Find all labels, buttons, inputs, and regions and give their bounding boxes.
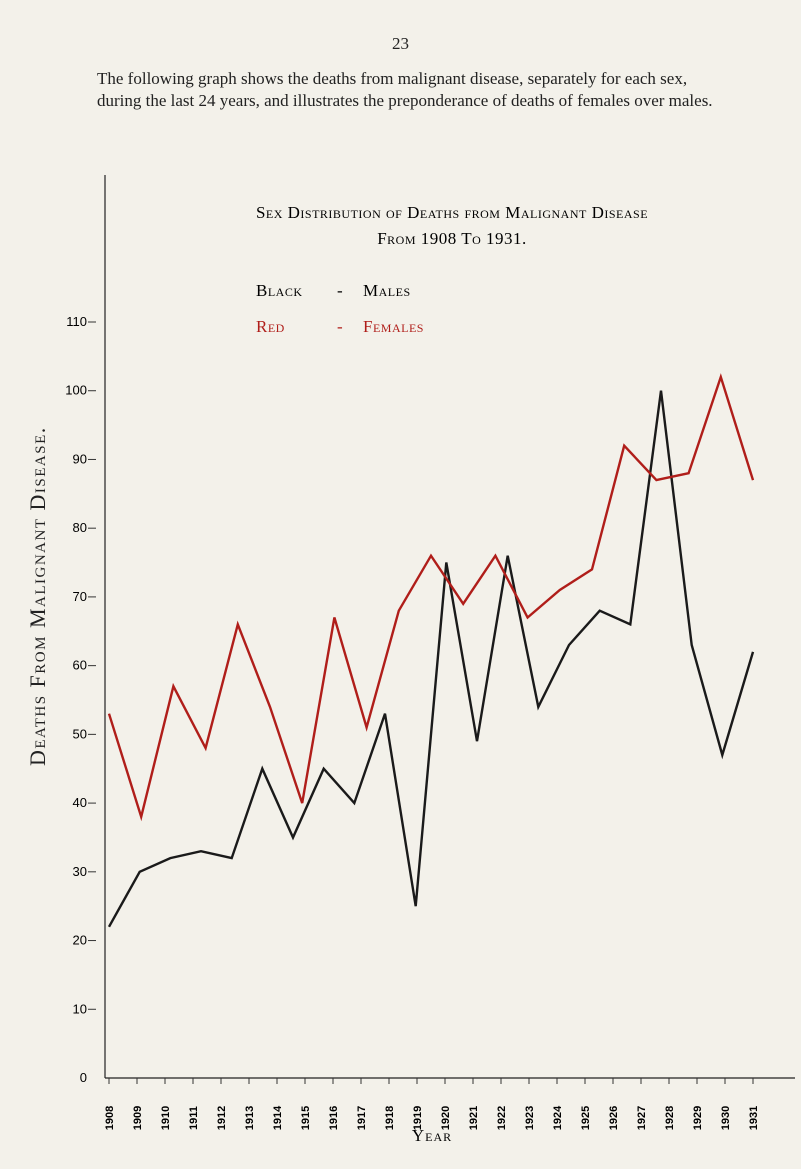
y-tick-label: 90 [73,451,87,466]
y-tick-label: 30 [73,864,87,879]
x-tick-label: 1921 [468,1106,480,1130]
y-tick-label: 0 [80,1070,87,1085]
x-tick-label: 1916 [328,1106,340,1130]
series-line-males [107,390,755,928]
x-tick-label: 1926 [608,1106,620,1130]
x-tick-label: 1919 [412,1106,424,1130]
series-line-females [107,373,755,822]
y-tick-label: 10 [73,1001,87,1016]
x-tick-label: 1910 [160,1106,172,1130]
chart-subtitle: From 1908 To 1931. [377,229,527,248]
y-tick-label: 110 [66,314,87,329]
x-ticks: 1908 1909 1910 1911 1912 1913 1914 1915 1916 1917… [104,1078,760,1130]
y-tick-label: 60 [73,658,87,673]
legend-label-males: Males [363,281,411,300]
intro-paragraph: The following graph shows the deaths fro… [97,69,713,110]
x-tick-label: 1924 [552,1105,564,1130]
x-tick-label: 1925 [580,1106,592,1130]
y-tick-label: 20 [73,933,87,948]
legend: Black - Males Red - Females [256,281,424,336]
axes [104,175,795,1079]
x-tick-label: 1918 [384,1106,396,1130]
legend-sep-females: - [337,317,343,336]
legend-key-males: Black [256,281,303,300]
x-tick-label: 1922 [496,1106,508,1130]
x-tick-label: 1923 [524,1106,536,1130]
x-tick-label: 1912 [216,1106,228,1130]
page-number: 23 [392,34,409,53]
x-tick-label: 1931 [748,1106,760,1130]
x-axis-label: Year [412,1126,452,1145]
y-tick-label: 80 [73,520,87,535]
x-tick-label: 1911 [188,1106,200,1130]
x-tick-label: 1928 [664,1106,676,1130]
legend-key-females: Red [256,317,285,336]
y-tick-label: 50 [73,726,87,741]
legend-label-females: Females [363,317,424,336]
legend-sep-males: - [337,281,343,300]
y-tick-label: 100 [65,383,87,398]
x-tick-label: 1915 [300,1106,312,1130]
y-tick-label: 40 [73,795,87,810]
x-tick-label: 1914 [272,1105,284,1130]
x-tick-label: 1930 [720,1106,732,1130]
series-lines [107,373,755,928]
x-tick-label: 1920 [440,1106,452,1130]
x-tick-label: 1913 [244,1106,256,1130]
x-tick-label: 1929 [692,1106,704,1130]
x-tick-label: 1927 [636,1106,648,1130]
x-tick-label: 1909 [132,1106,144,1130]
y-ticks: 0 10 20 30 40 50 60 70 80 90 100 110 [65,314,96,1085]
y-tick-label: 70 [73,589,87,604]
chart-title: Sex Distribution of Deaths from Malignan… [256,203,648,222]
x-tick-label: 1908 [104,1106,116,1130]
x-tick-label: 1917 [356,1106,368,1130]
